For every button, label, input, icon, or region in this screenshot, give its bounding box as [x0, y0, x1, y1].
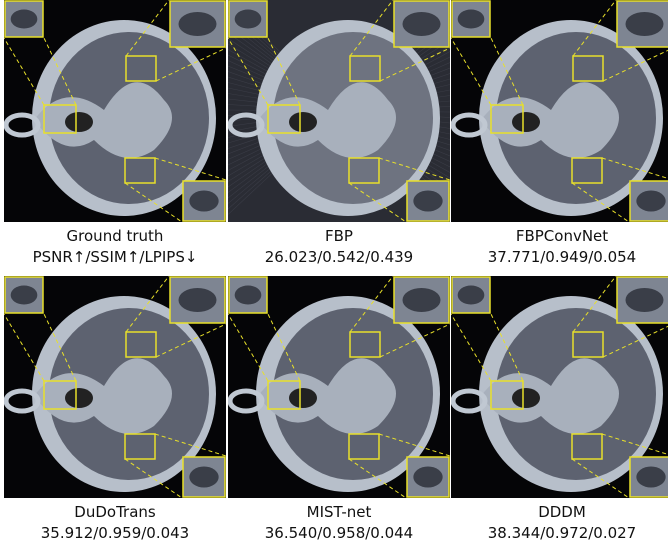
inset-detail: [636, 467, 665, 488]
ct-image: [228, 276, 450, 498]
inset-detail: [458, 10, 485, 29]
inset-detail: [179, 12, 217, 36]
inset-detail: [403, 288, 441, 312]
panel-metrics: 36.540/0.958/0.044: [228, 523, 450, 541]
inset-detail: [189, 191, 218, 212]
inset-detail: [235, 286, 262, 305]
panel-label: DDDM: [451, 502, 668, 523]
cavity: [289, 388, 317, 408]
panel-metrics: 38.344/0.972/0.027: [451, 523, 668, 541]
panel-metrics: PSNR↑/SSIM↑/LPIPS↓: [4, 247, 226, 268]
panel-label: FBPConvNet: [451, 226, 668, 247]
panel-label: Ground truth: [4, 226, 226, 247]
ct-image: [451, 276, 668, 498]
inset-detail: [626, 288, 664, 312]
ct-image: [451, 0, 668, 222]
inset-detail: [11, 10, 38, 29]
cavity: [65, 112, 93, 132]
inset-detail: [179, 288, 217, 312]
ct-image: [228, 0, 450, 222]
panel-label: FBP: [228, 226, 450, 247]
ct-image: [4, 276, 226, 498]
cavity: [512, 112, 540, 132]
ct-image: [4, 0, 226, 222]
figure: Ground truthPSNR↑/SSIM↑/LPIPS↓FBP26.023/…: [0, 0, 668, 541]
panel-metrics: 37.771/0.949/0.054: [451, 247, 668, 268]
inset-detail: [413, 467, 442, 488]
inset-detail: [413, 191, 442, 212]
panel-metrics: 35.912/0.959/0.043: [4, 523, 226, 541]
inset-detail: [626, 12, 664, 36]
inset-detail: [458, 286, 485, 305]
inset-detail: [636, 191, 665, 212]
panel-label: DuDoTrans: [4, 502, 226, 523]
cavity: [65, 388, 93, 408]
inset-detail: [403, 12, 441, 36]
cavity: [289, 112, 317, 132]
panel-label: MIST-net: [228, 502, 450, 523]
cavity: [512, 388, 540, 408]
inset-detail: [189, 467, 218, 488]
inset-detail: [11, 286, 38, 305]
inset-detail: [235, 10, 262, 29]
panel-metrics: 26.023/0.542/0.439: [228, 247, 450, 268]
